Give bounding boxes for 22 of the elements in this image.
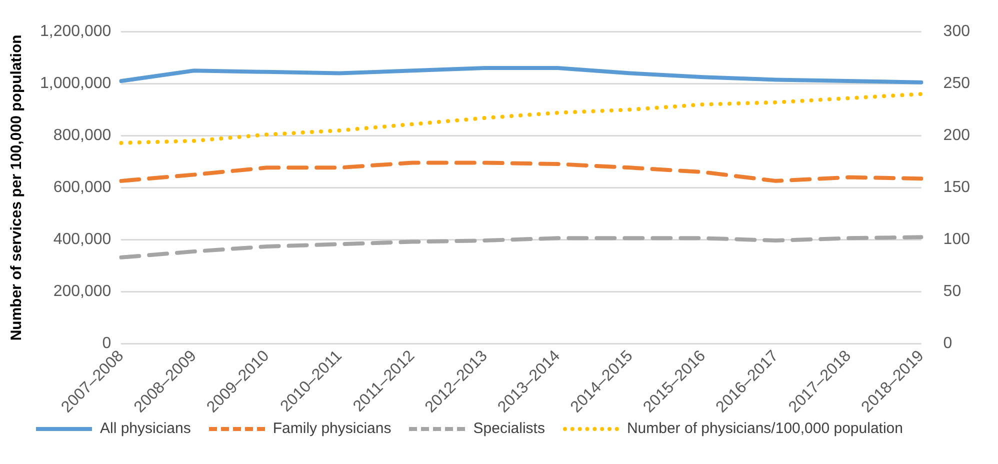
line-series [119, 92, 924, 145]
legend-label: Number of physicians/100,000 population [626, 420, 903, 437]
y2-tick-label: 200 [943, 127, 970, 144]
y-axis-title: Number of services per 100,000 population [8, 34, 26, 341]
y-tick-label: 800,000 [53, 127, 112, 144]
y2-tick-label: 100 [943, 231, 970, 248]
line-series [119, 160, 924, 183]
y2-tick-label: 300 [943, 23, 970, 40]
y-tick-label: 600,000 [53, 179, 112, 196]
y2-tick-label: 50 [943, 283, 962, 300]
y2-tick-label: 0 [943, 335, 952, 352]
y-tick-label: 200,000 [53, 283, 112, 300]
line-series [119, 235, 924, 260]
y-tick-label: 0 [102, 335, 112, 352]
y-tick-label: 1,000,000 [40, 75, 112, 92]
legend-label: Specialists [473, 420, 545, 437]
y-tick-label: 1,200,000 [40, 23, 112, 40]
y-tick-label: 400,000 [53, 231, 112, 248]
legend-label: Family physicians [272, 420, 392, 437]
y2-tick-label: 150 [943, 179, 970, 196]
legend-label: All physicians [100, 420, 191, 437]
y2-tick-label: 250 [943, 75, 970, 92]
